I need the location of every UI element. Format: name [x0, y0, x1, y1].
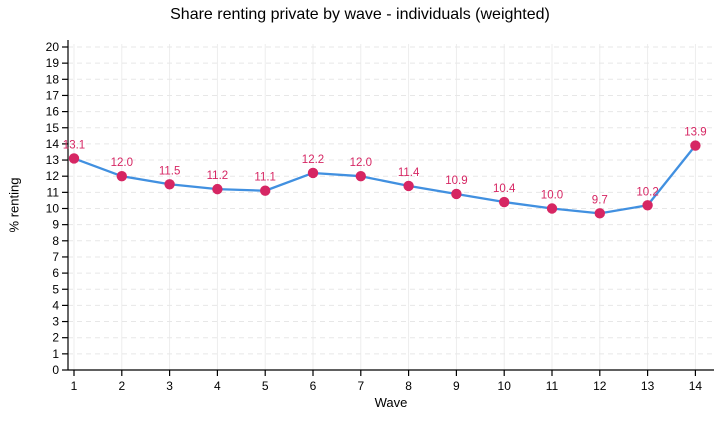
y-tick-label: 7	[52, 250, 59, 264]
data-point-label: 9.7	[592, 194, 608, 206]
y-tick-label: 8	[52, 234, 59, 248]
y-tick-label: 5	[52, 282, 59, 296]
data-point	[403, 180, 414, 192]
data-point-label: 12.0	[350, 157, 372, 169]
x-tick-label: 1	[71, 379, 78, 393]
data-point	[499, 196, 510, 208]
data-point-label: 11.1	[254, 172, 276, 184]
x-tick-label: 10	[498, 379, 512, 393]
data-point-label: 11.5	[159, 165, 181, 177]
x-tick-label: 5	[262, 379, 269, 393]
data-point	[260, 185, 271, 196]
y-tick-label: 18	[46, 72, 60, 86]
data-point-label: 12.0	[111, 157, 133, 169]
y-tick-label: 14	[46, 137, 60, 151]
y-tick-label: 1	[52, 347, 59, 361]
y-tick-label: 10	[46, 202, 60, 216]
data-point	[164, 179, 175, 190]
y-tick-label: 15	[46, 121, 60, 135]
y-tick-label: 19	[46, 56, 60, 70]
y-tick-label: 11	[47, 185, 60, 199]
data-point	[116, 171, 128, 182]
data-point	[690, 140, 701, 151]
data-point-label: 10.2	[636, 186, 658, 198]
data-point	[355, 171, 366, 182]
data-point	[594, 208, 605, 219]
y-tick-label: 3	[52, 315, 59, 329]
x-tick-label: 11	[546, 379, 559, 393]
data-point	[307, 167, 319, 179]
y-tick-label: 2	[52, 331, 59, 345]
x-tick-label: 9	[453, 379, 460, 393]
y-tick-label: 0	[52, 363, 59, 377]
data-point	[451, 188, 462, 200]
x-tick-label: 12	[593, 379, 607, 393]
data-point-label: 11.4	[398, 167, 420, 179]
y-tick-label: 12	[46, 169, 60, 183]
y-tick-label: 20	[46, 40, 60, 54]
x-axis-label: Wave	[374, 395, 408, 410]
data-point-label: 13.1	[63, 139, 85, 151]
x-tick-label: 6	[310, 379, 317, 393]
data-point-label: 10.9	[445, 175, 467, 187]
x-tick-label: 7	[357, 379, 364, 393]
data-point-label: 10.4	[493, 183, 516, 195]
y-tick-label: 17	[46, 88, 60, 102]
data-point	[546, 203, 558, 214]
x-tick-label: 14	[689, 379, 703, 393]
y-tick-label: 6	[52, 266, 59, 280]
x-tick-label: 3	[166, 379, 173, 393]
y-tick-label: 16	[46, 105, 60, 119]
chart-title: Share renting private by wave - individu…	[170, 6, 550, 23]
x-tick-label: 2	[118, 379, 125, 393]
x-tick-label: 4	[214, 379, 221, 393]
y-tick-label: 9	[52, 218, 59, 232]
y-tick-label: 4	[52, 298, 59, 312]
series-line	[72, 144, 697, 215]
data-point	[68, 153, 80, 164]
data-point-label: 10.0	[541, 190, 563, 202]
y-tick-label: 13	[46, 153, 60, 167]
data-point	[642, 200, 653, 211]
data-point-label: 13.9	[684, 127, 706, 139]
x-tick-label: 8	[405, 379, 412, 393]
data-point-label: 12.2	[302, 154, 324, 166]
data-point	[212, 183, 223, 195]
x-tick-label: 13	[641, 379, 655, 393]
data-point-label: 11.2	[207, 170, 229, 182]
